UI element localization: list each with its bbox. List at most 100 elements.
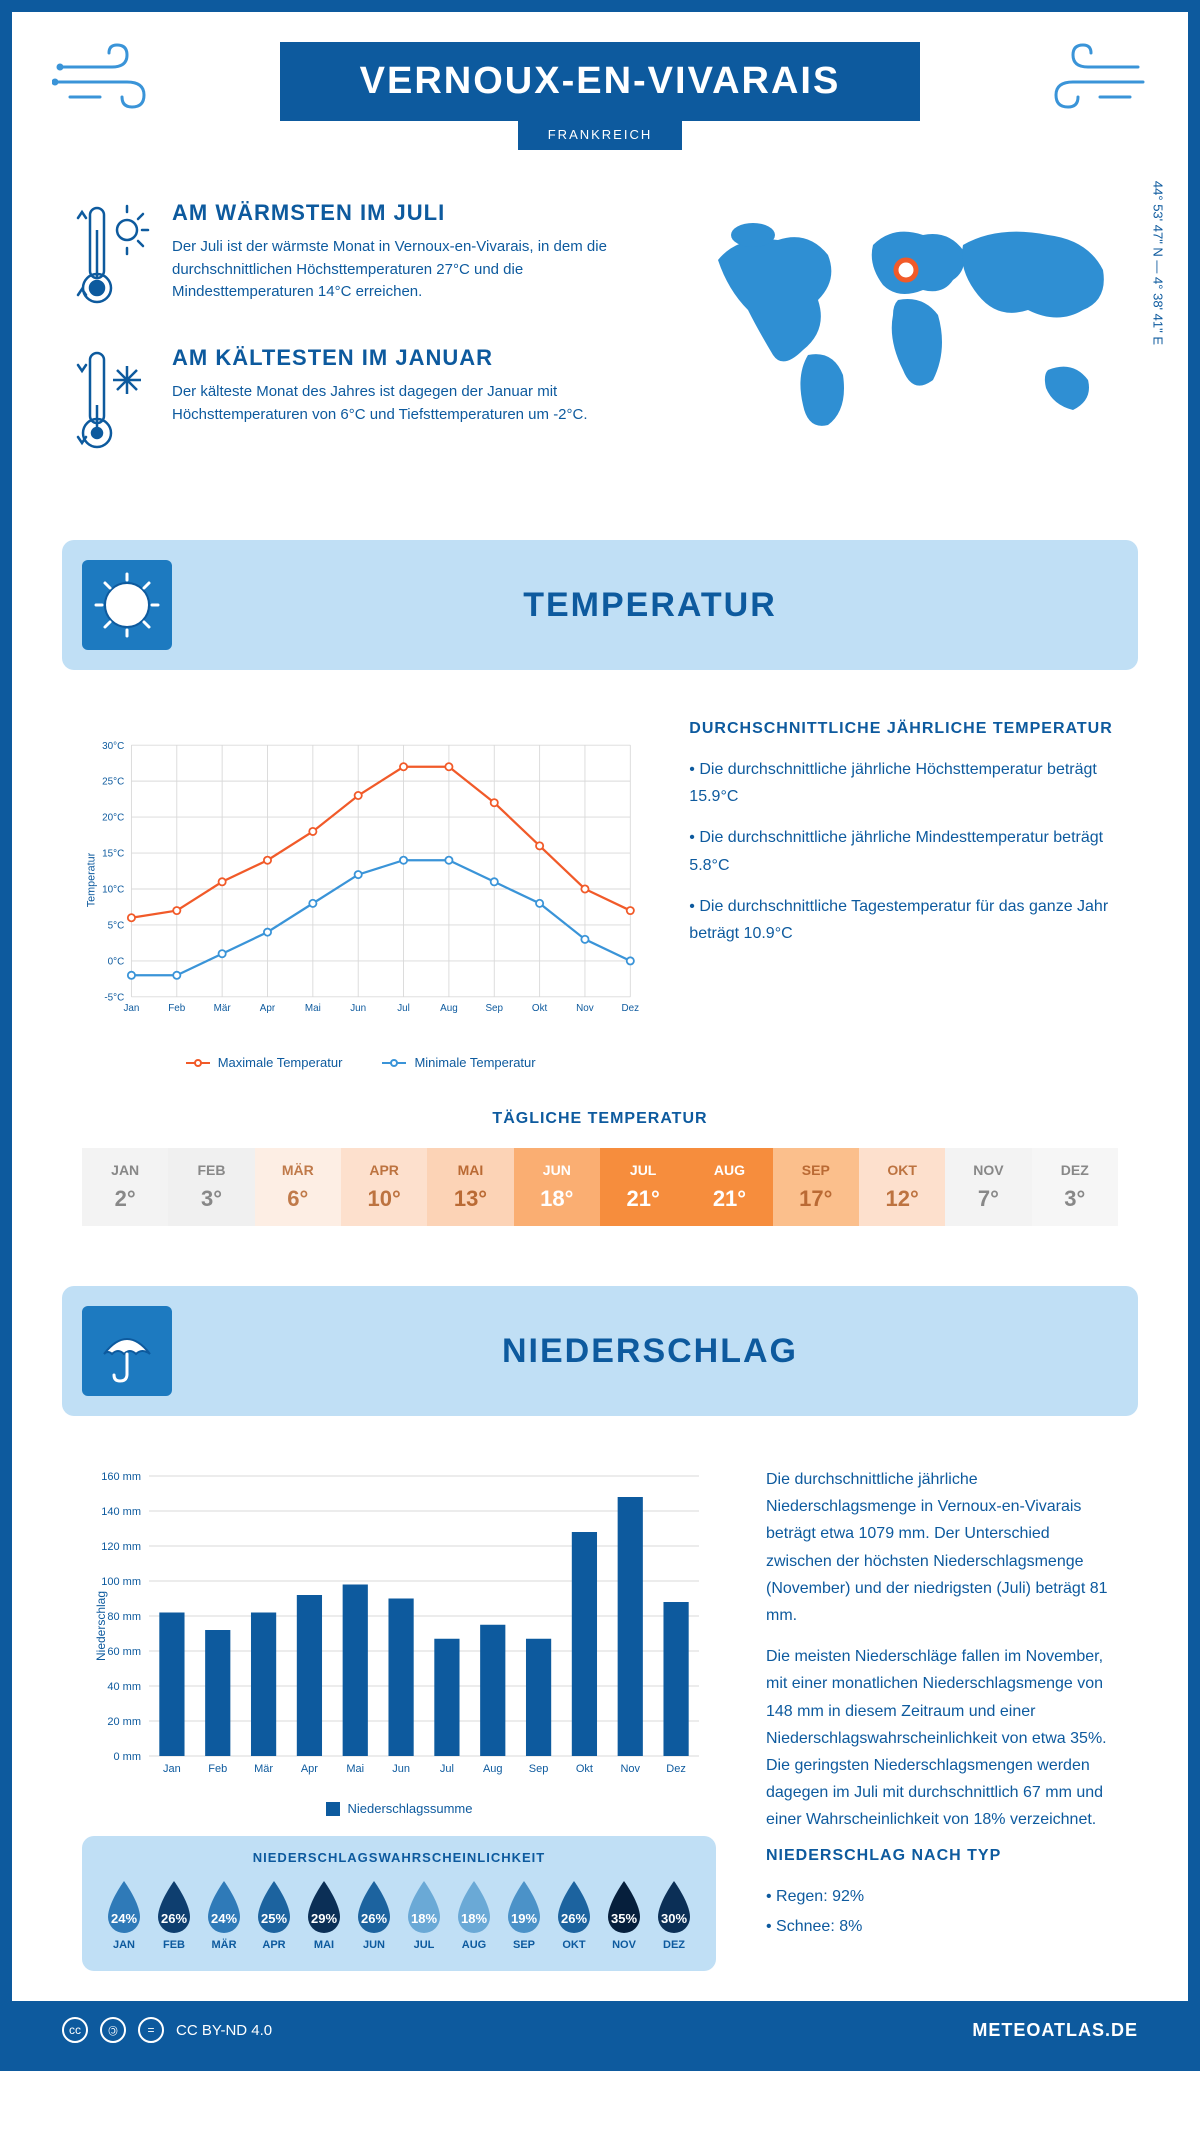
probability-drop: 26%OKT (552, 1879, 596, 1951)
sun-icon (82, 560, 172, 650)
legend-item: Minimale Temperatur (382, 1055, 535, 1070)
svg-text:Dez: Dez (666, 1763, 686, 1775)
footer: cc 🄯 = CC BY-ND 4.0 METEOATLAS.DE (12, 2001, 1188, 2059)
daily-temp-cell: JUL21° (600, 1148, 686, 1226)
site-name: METEOATLAS.DE (972, 2020, 1138, 2041)
precipitation-summary: Die durchschnittliche jährliche Niedersc… (766, 1466, 1118, 1971)
svg-text:0 mm: 0 mm (114, 1751, 142, 1763)
svg-text:Feb: Feb (168, 1003, 186, 1014)
svg-text:Jun: Jun (392, 1763, 410, 1775)
precipitation-section-header: NIEDERSCHLAG (62, 1286, 1138, 1416)
probability-drop: 30%DEZ (652, 1879, 696, 1951)
temperature-summary: DURCHSCHNITTLICHE JÄHRLICHE TEMPERATUR •… (689, 720, 1118, 1070)
umbrella-icon (82, 1306, 172, 1396)
probability-drop: 18%JUL (402, 1879, 446, 1951)
svg-text:20 mm: 20 mm (107, 1716, 141, 1728)
svg-text:Niederschlag: Niederschlag (94, 1591, 108, 1661)
svg-text:Nov: Nov (620, 1763, 640, 1775)
svg-text:20°C: 20°C (102, 813, 124, 824)
daily-temp-cell: OKT12° (859, 1148, 945, 1226)
svg-text:Mär: Mär (254, 1763, 273, 1775)
warm-text: Der Juli ist der wärmste Monat in Vernou… (172, 236, 648, 304)
svg-text:Jul: Jul (397, 1003, 410, 1014)
daily-temp-cell: APR10° (341, 1148, 427, 1226)
temp-bullet: • Die durchschnittliche Tagestemperatur … (689, 893, 1118, 947)
svg-text:120 mm: 120 mm (101, 1541, 141, 1553)
thermometer-snow-icon (72, 345, 152, 460)
precip-paragraph: Die meisten Niederschläge fallen im Nove… (766, 1643, 1118, 1833)
temp-bullet: • Die durchschnittliche jährliche Mindes… (689, 824, 1118, 878)
nd-icon: = (138, 2017, 164, 2043)
wind-decoration-right (1038, 42, 1148, 117)
svg-text:160 mm: 160 mm (101, 1471, 141, 1483)
precip-type-title: NIEDERSCHLAG NACH TYP (766, 1847, 1118, 1865)
svg-text:Mai: Mai (305, 1003, 321, 1014)
header: VERNOUX-EN-VIVARAIS FRANKREICH (12, 12, 1188, 170)
probability-drop: 25%APR (252, 1879, 296, 1951)
svg-text:Mai: Mai (346, 1763, 364, 1775)
precip-paragraph: Die durchschnittliche jährliche Niedersc… (766, 1466, 1118, 1629)
svg-text:Apr: Apr (260, 1003, 276, 1014)
temperature-section-header: TEMPERATUR (62, 540, 1138, 670)
cold-text: Der kälteste Monat des Jahres ist dagege… (172, 381, 648, 426)
world-map: 44° 53' 47" N — 4° 38' 41" E (688, 200, 1128, 490)
svg-text:5°C: 5°C (108, 921, 125, 932)
svg-text:Jan: Jan (123, 1003, 139, 1014)
temp-bullet: • Die durchschnittliche jährliche Höchst… (689, 756, 1118, 810)
precipitation-title: NIEDERSCHLAG (202, 1332, 1098, 1371)
temperature-content: -5°C0°C5°C10°C15°C20°C25°C30°CJanFebMärA… (12, 690, 1188, 1100)
daily-temp-cell: JAN2° (82, 1148, 168, 1226)
precip-legend: Niederschlagssumme (326, 1801, 473, 1816)
page-title: VERNOUX-EN-VIVARAIS (280, 42, 921, 121)
svg-text:30°C: 30°C (102, 741, 124, 752)
svg-text:Sep: Sep (529, 1763, 549, 1775)
probability-drop: 19%SEP (502, 1879, 546, 1951)
legend-item: Maximale Temperatur (186, 1055, 343, 1070)
svg-text:140 mm: 140 mm (101, 1506, 141, 1518)
svg-text:Nov: Nov (576, 1003, 594, 1014)
daily-temperature: TÄGLICHE TEMPERATUR JAN2°FEB3°MÄR6°APR10… (12, 1100, 1188, 1266)
warm-title: AM WÄRMSTEN IM JULI (172, 200, 648, 226)
svg-text:10°C: 10°C (102, 885, 124, 896)
precipitation-content: 0 mm20 mm40 mm60 mm80 mm100 mm120 mm140 … (12, 1436, 1188, 2001)
probability-drop: 26%JUN (352, 1879, 396, 1951)
probability-drop: 24%MÄR (202, 1879, 246, 1951)
probability-drop: 18%AUG (452, 1879, 496, 1951)
svg-text:Feb: Feb (208, 1763, 227, 1775)
svg-text:Apr: Apr (301, 1763, 318, 1775)
highlights-section: AM WÄRMSTEN IM JULI Der Juli ist der wär… (12, 170, 1188, 520)
probability-drop: 35%NOV (602, 1879, 646, 1951)
svg-text:60 mm: 60 mm (107, 1646, 141, 1658)
svg-text:0°C: 0°C (108, 956, 125, 967)
wind-decoration-left (52, 42, 162, 117)
precip-type-item: • Schnee: 8% (766, 1913, 1118, 1940)
svg-text:80 mm: 80 mm (107, 1611, 141, 1623)
svg-text:Aug: Aug (440, 1003, 458, 1014)
precipitation-chart: 0 mm20 mm40 mm60 mm80 mm100 mm120 mm140 … (82, 1466, 716, 1971)
svg-text:100 mm: 100 mm (101, 1576, 141, 1588)
svg-text:Jun: Jun (350, 1003, 366, 1014)
daily-temp-cell: SEP17° (773, 1148, 859, 1226)
svg-text:Jul: Jul (440, 1763, 454, 1775)
daily-temp-cell: AUG21° (686, 1148, 772, 1226)
precip-type-item: • Regen: 92% (766, 1883, 1118, 1910)
svg-text:Temperatur: Temperatur (86, 852, 98, 907)
daily-temp-cell: MAI13° (427, 1148, 513, 1226)
cold-title: AM KÄLTESTEN IM JANUAR (172, 345, 648, 371)
cold-highlight: AM KÄLTESTEN IM JANUAR Der kälteste Mona… (72, 345, 648, 460)
probability-drop: 29%MAI (302, 1879, 346, 1951)
svg-text:Dez: Dez (622, 1003, 640, 1014)
svg-text:25°C: 25°C (102, 777, 124, 788)
svg-text:Jan: Jan (163, 1763, 181, 1775)
daily-temp-cell: NOV7° (945, 1148, 1031, 1226)
temp-summary-title: DURCHSCHNITTLICHE JÄHRLICHE TEMPERATUR (689, 720, 1118, 738)
license-text: CC BY-ND 4.0 (176, 2022, 272, 2039)
temperature-title: TEMPERATUR (202, 586, 1098, 625)
by-icon: 🄯 (100, 2017, 126, 2043)
probability-drop: 24%JAN (102, 1879, 146, 1951)
svg-text:Okt: Okt (532, 1003, 548, 1014)
precipitation-probability: NIEDERSCHLAGSWAHRSCHEINLICHKEIT 24%JAN26… (82, 1836, 716, 1971)
infographic-frame: VERNOUX-EN-VIVARAIS FRANKREICH AM WÄRMST… (0, 0, 1200, 2071)
svg-text:-5°C: -5°C (104, 992, 124, 1003)
probability-drop: 26%FEB (152, 1879, 196, 1951)
